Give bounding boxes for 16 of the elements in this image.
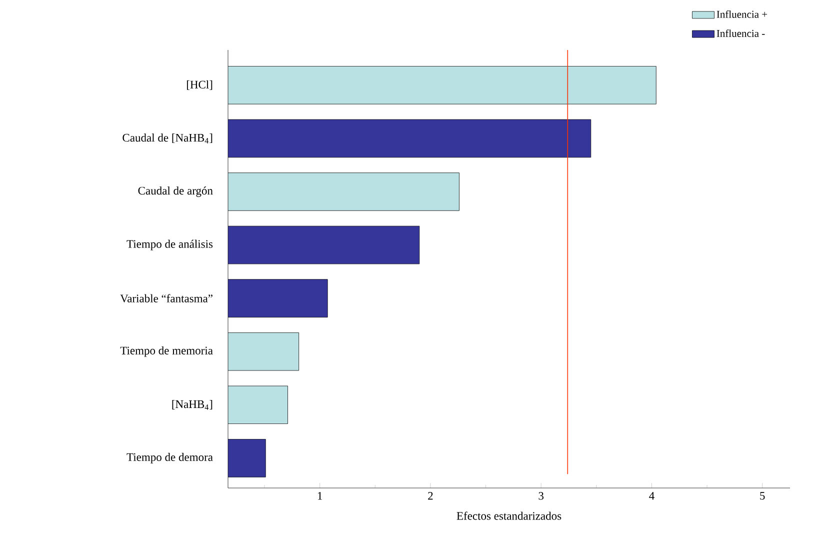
legend-label: Influencia + bbox=[716, 10, 768, 18]
x-tick-label: 3 bbox=[538, 492, 544, 500]
legend-label: Influencia - bbox=[716, 29, 765, 37]
y-tick-label: [NaHB$_{4}$] bbox=[172, 400, 212, 410]
y-tick-label: Caudal de [NaHB$_{4}$] bbox=[122, 134, 212, 144]
y-tick-label: Variable “fantasma” bbox=[120, 294, 212, 302]
y-tick-label: Tiempo de análisis bbox=[126, 240, 213, 250]
y-tick-label: Tiempo de memoria bbox=[120, 346, 213, 357]
x-axis-title: Efectos estandarizados bbox=[456, 512, 562, 520]
x-tick-label: 1 bbox=[318, 492, 322, 500]
x-tick-label: 2 bbox=[428, 492, 433, 500]
x-tick-label: 4 bbox=[649, 492, 654, 500]
y-tick-label: Tiempo de demora bbox=[126, 452, 213, 464]
y-tick-label: [HCl] bbox=[187, 80, 212, 90]
y-tick-label: Caudal de argón bbox=[138, 186, 213, 197]
x-tick-label: 5 bbox=[760, 492, 765, 500]
